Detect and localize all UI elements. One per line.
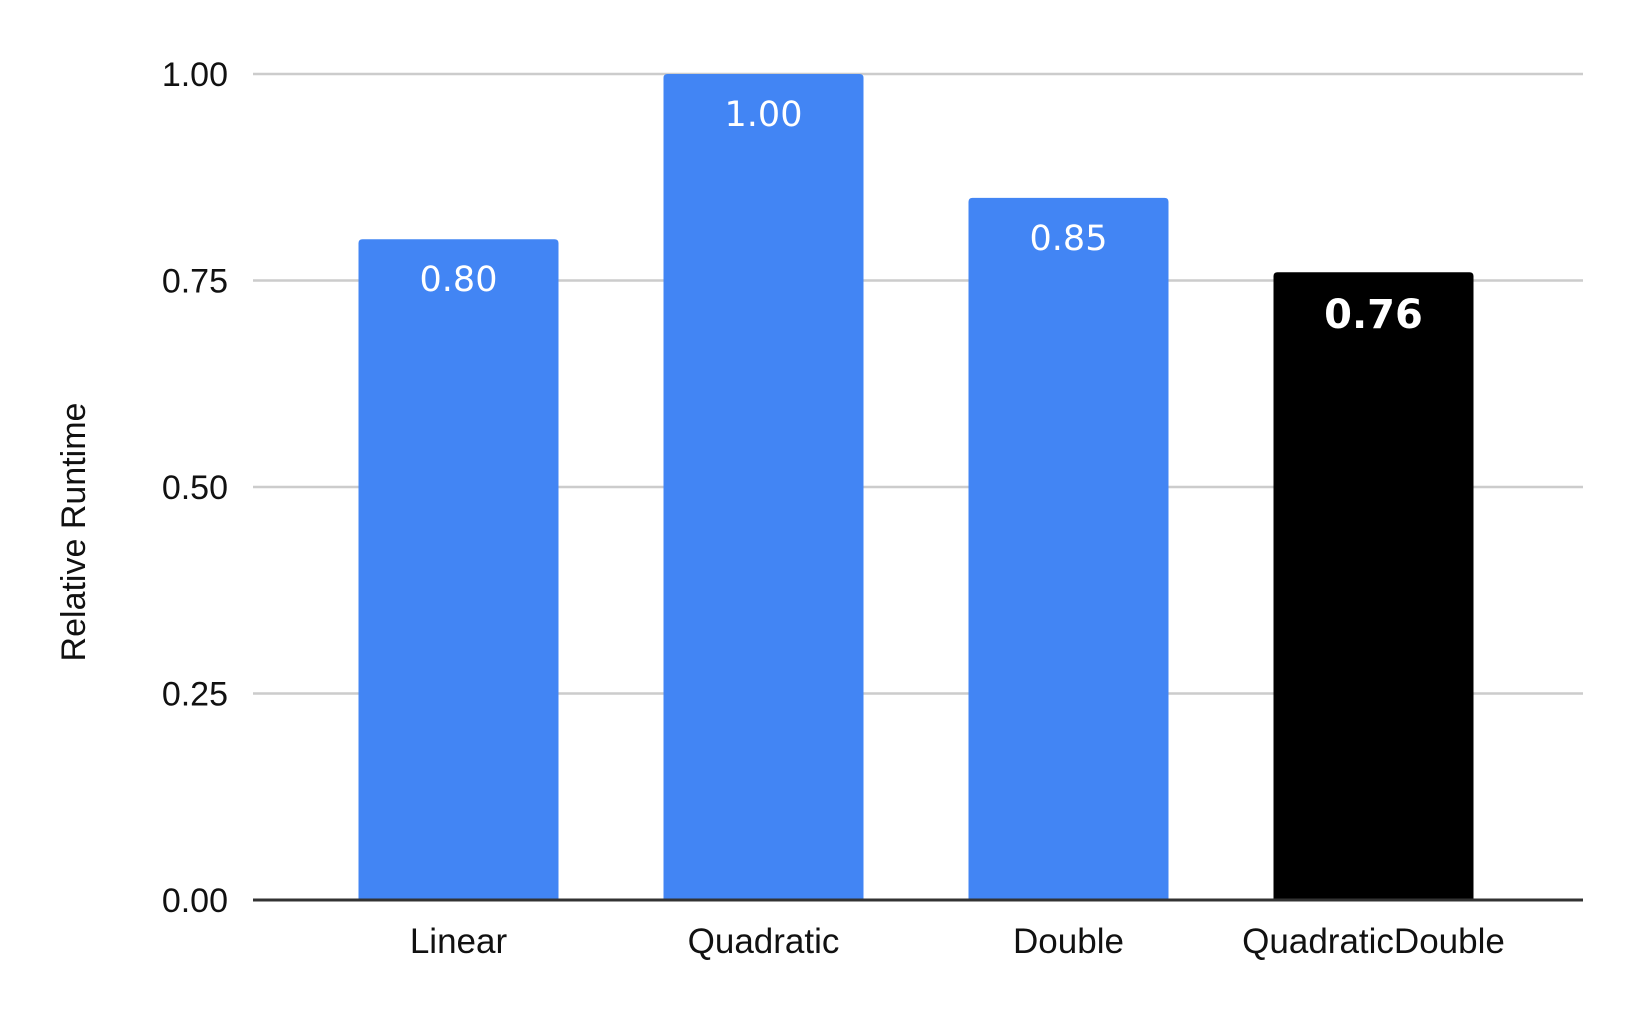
bar <box>1273 272 1474 900</box>
data-label: 0.80 <box>420 260 498 300</box>
y-axis-title: Relative Runtime <box>55 403 93 662</box>
y-tick-label: 0.50 <box>162 469 228 507</box>
x-category-label: QuadraticDouble <box>1242 922 1505 961</box>
labels: 0.00 0.25 0.50 0.75 1.00 0.80 Linear 1.00 Quadra… <box>162 56 1505 961</box>
data-label: 0.76 <box>1324 292 1423 338</box>
x-category-label: Quadratic <box>688 922 840 961</box>
data-label: 1.00 <box>725 95 803 135</box>
bar <box>358 239 559 900</box>
bar <box>968 197 1169 900</box>
y-tick-label: 0.25 <box>162 676 228 714</box>
x-category-label: Linear <box>410 922 508 961</box>
bars <box>358 74 1474 900</box>
y-tick-label: 0.75 <box>162 263 228 301</box>
y-tick-label: 0.00 <box>162 882 228 920</box>
bar <box>663 74 864 900</box>
x-category-label: Double <box>1013 922 1124 961</box>
data-label: 0.85 <box>1030 219 1108 259</box>
y-tick-label: 1.00 <box>162 56 228 94</box>
